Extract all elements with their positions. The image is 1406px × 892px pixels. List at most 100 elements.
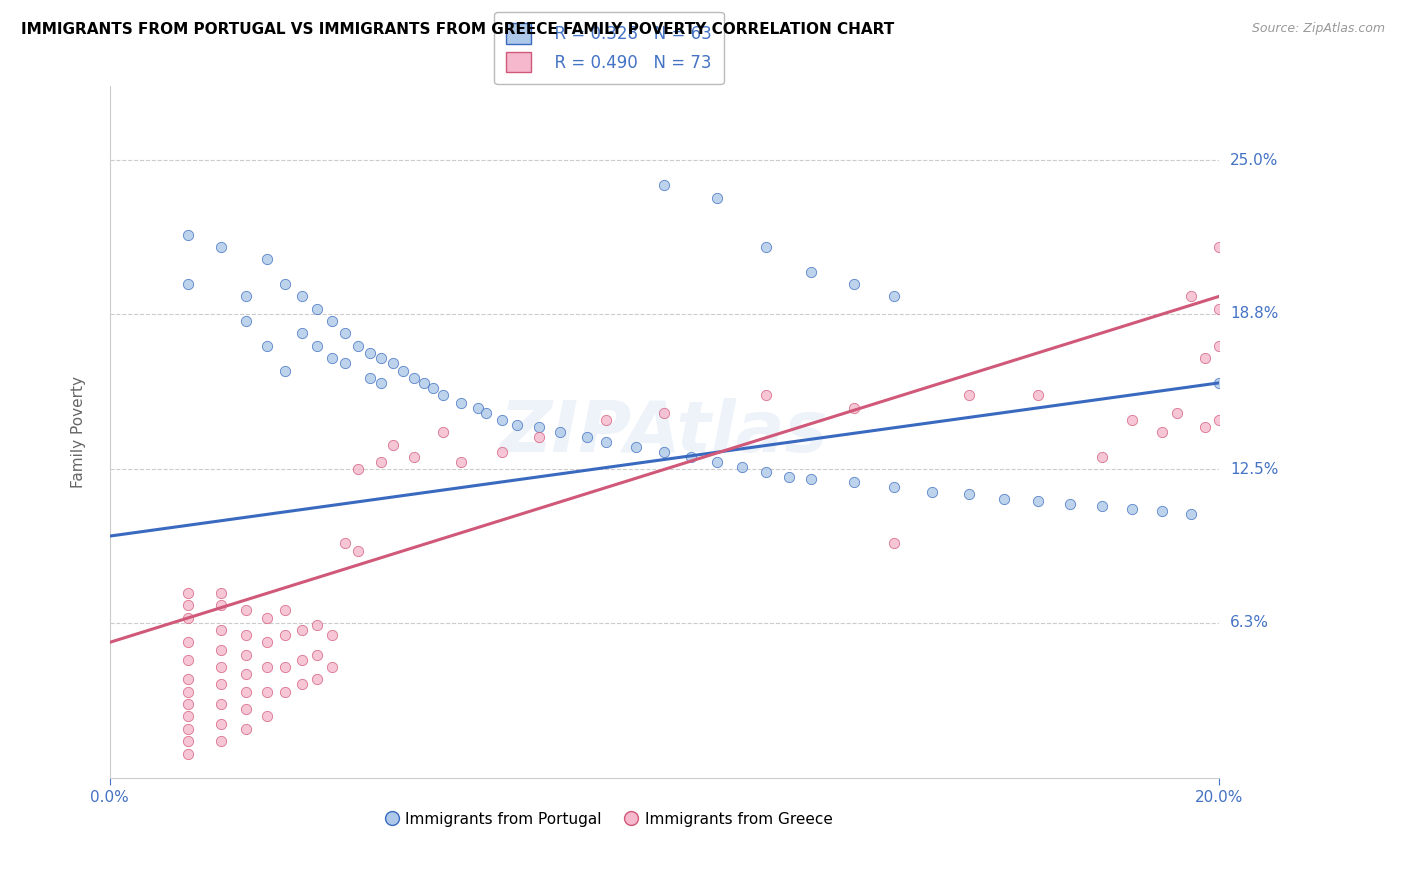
Point (274, 603, 297, 617)
Point (755, 388, 778, 402)
Point (755, 240, 778, 254)
Point (177, 652, 200, 666)
Point (209, 677, 232, 691)
Point (235, 684, 257, 698)
Point (529, 420, 551, 434)
Point (706, 455, 728, 469)
Point (450, 395, 472, 409)
Point (654, 405, 676, 419)
Point (209, 642, 232, 657)
Point (235, 702, 257, 716)
Point (177, 684, 200, 698)
Point (209, 623, 232, 637)
Point (706, 190, 728, 204)
Point (842, 277, 865, 291)
Point (624, 440, 647, 454)
Point (235, 722, 257, 736)
Point (209, 660, 232, 674)
Point (370, 376, 392, 390)
Point (778, 469, 800, 483)
Point (235, 667, 257, 681)
Y-axis label: Family Poverty: Family Poverty (72, 376, 86, 488)
Point (209, 717, 232, 731)
Point (177, 610, 200, 624)
Point (1208, 413, 1230, 427)
Point (346, 339, 368, 353)
Point (307, 648, 329, 662)
Point (177, 635, 200, 649)
Point (177, 734, 200, 748)
Point (177, 277, 200, 291)
Point (1166, 405, 1188, 419)
Point (506, 417, 529, 432)
Point (321, 351, 343, 366)
Point (1180, 289, 1202, 303)
Point (467, 401, 489, 415)
Point (235, 314, 257, 328)
Point (654, 445, 676, 459)
Point (1208, 339, 1230, 353)
Point (177, 747, 200, 761)
Point (800, 472, 823, 486)
Point (392, 363, 415, 377)
Point (209, 599, 232, 613)
Point (550, 425, 572, 440)
Point (842, 475, 865, 489)
Point (307, 673, 329, 687)
Point (209, 697, 232, 711)
Point (883, 289, 905, 303)
Point (412, 376, 434, 390)
Point (402, 450, 425, 464)
Point (274, 684, 297, 698)
Point (177, 586, 200, 600)
Point (177, 722, 200, 736)
Point (842, 401, 865, 415)
Point (346, 544, 368, 558)
Point (256, 252, 278, 267)
Point (307, 618, 329, 632)
Text: Source: ZipAtlas.com: Source: ZipAtlas.com (1251, 22, 1385, 36)
Text: 12.5%: 12.5% (1230, 462, 1278, 477)
Point (321, 660, 343, 674)
Point (321, 314, 343, 328)
Point (256, 660, 278, 674)
Point (256, 684, 278, 698)
Point (359, 346, 381, 360)
Point (274, 660, 297, 674)
Point (1026, 388, 1049, 402)
Point (921, 484, 943, 499)
Point (883, 536, 905, 550)
Point (1121, 413, 1143, 427)
Point (1208, 301, 1230, 316)
Point (235, 628, 257, 642)
Point (529, 430, 551, 444)
Text: ZIPAtlas: ZIPAtlas (501, 398, 828, 467)
Point (595, 435, 617, 450)
Point (333, 536, 356, 550)
Point (274, 277, 297, 291)
Point (1059, 497, 1081, 511)
Point (333, 326, 356, 341)
Point (291, 652, 314, 666)
Point (381, 437, 404, 451)
Text: IMMIGRANTS FROM PORTUGAL VS IMMIGRANTS FROM GREECE FAMILY POVERTY CORRELATION CH: IMMIGRANTS FROM PORTUGAL VS IMMIGRANTS F… (21, 22, 894, 37)
Point (209, 734, 232, 748)
Text: 6.3%: 6.3% (1230, 615, 1270, 630)
Point (346, 462, 368, 476)
Point (177, 599, 200, 613)
Point (177, 227, 200, 242)
Point (883, 480, 905, 494)
Point (800, 265, 823, 279)
Point (291, 326, 314, 341)
Point (235, 648, 257, 662)
Point (575, 430, 598, 444)
Point (359, 371, 381, 385)
Point (1208, 376, 1230, 390)
Point (177, 697, 200, 711)
Point (291, 623, 314, 637)
Point (475, 405, 498, 419)
Point (256, 635, 278, 649)
Point (432, 388, 454, 402)
Point (402, 371, 425, 385)
Point (654, 178, 676, 193)
